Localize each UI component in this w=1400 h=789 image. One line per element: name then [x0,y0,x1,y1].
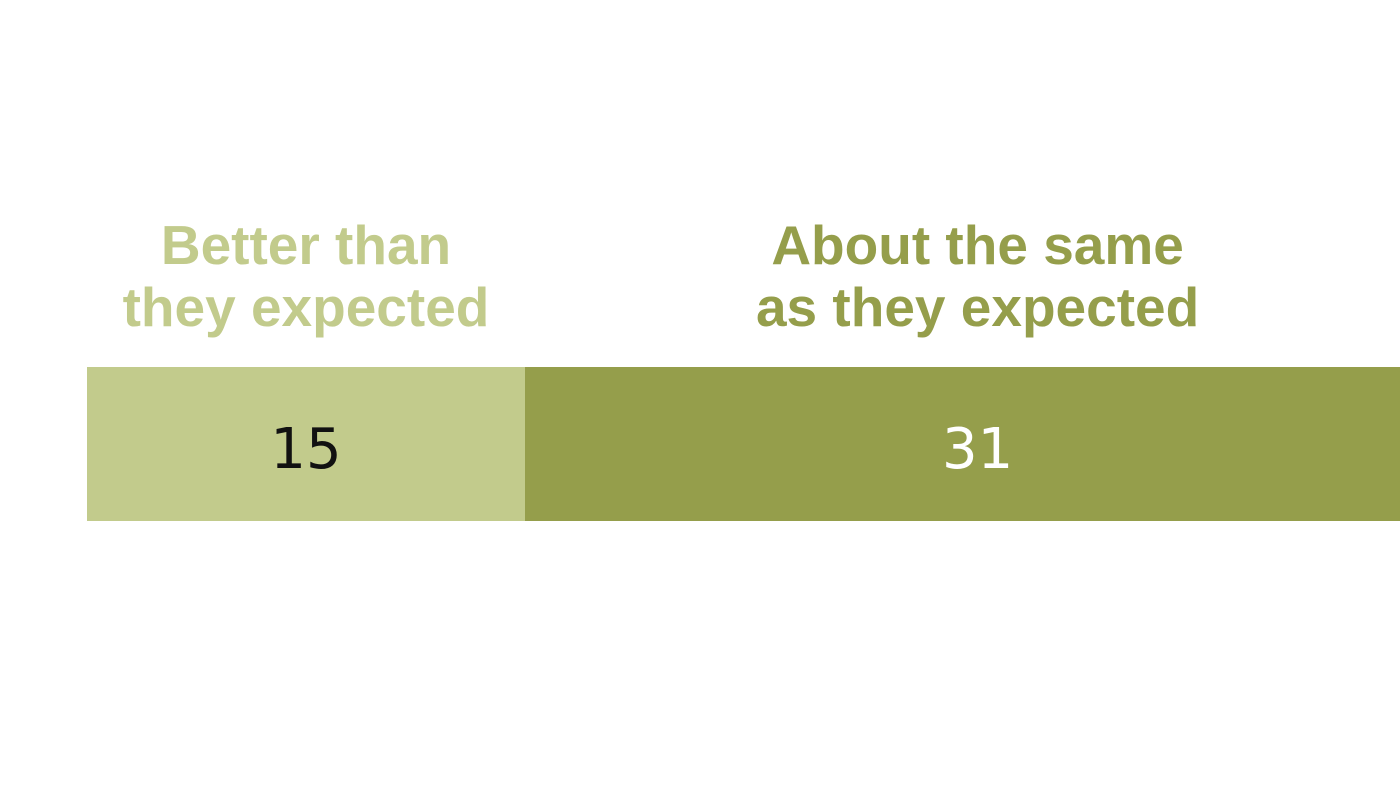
category-label-1-line-0: About the same [771,214,1184,276]
value-label-1: 31 [942,417,1013,482]
category-label-0-line-0: Better than [161,214,451,276]
bar-segment-0 [87,367,525,521]
bar-segment-1 [525,367,1400,521]
value-label-0: 15 [270,417,341,482]
bar-segments [87,367,1400,521]
value-labels: 15 31 [270,417,1013,482]
category-label-1-line-1: as they expected [756,276,1199,338]
category-label-0-line-1: they expected [123,276,490,338]
